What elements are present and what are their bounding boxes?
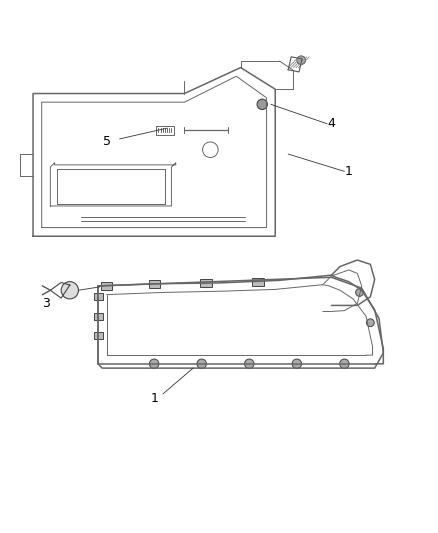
Bar bbox=[95, 332, 103, 339]
Circle shape bbox=[292, 359, 302, 368]
Text: 1: 1 bbox=[150, 392, 158, 405]
Bar bbox=[252, 278, 264, 286]
Circle shape bbox=[339, 359, 349, 368]
Bar bbox=[201, 279, 212, 287]
Circle shape bbox=[149, 359, 159, 368]
Circle shape bbox=[61, 281, 78, 299]
Text: 3: 3 bbox=[42, 297, 50, 310]
Bar bbox=[148, 280, 160, 288]
Bar bbox=[95, 293, 103, 300]
Circle shape bbox=[367, 319, 374, 327]
Circle shape bbox=[356, 288, 364, 296]
Text: 5: 5 bbox=[102, 135, 110, 148]
Text: 1: 1 bbox=[345, 165, 353, 178]
Circle shape bbox=[297, 56, 305, 64]
Circle shape bbox=[197, 359, 206, 368]
Bar bbox=[95, 313, 103, 320]
Circle shape bbox=[257, 99, 268, 109]
Circle shape bbox=[244, 359, 254, 368]
Text: 4: 4 bbox=[328, 117, 336, 130]
Bar bbox=[101, 282, 112, 290]
